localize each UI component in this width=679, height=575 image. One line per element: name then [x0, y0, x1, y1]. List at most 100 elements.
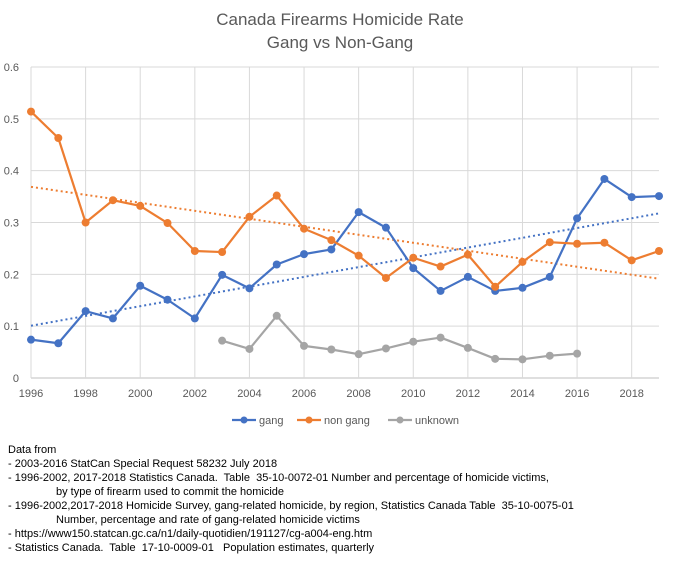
data-point-unknown [272, 311, 281, 320]
data-point-non-gang [491, 282, 500, 291]
data-point-non-gang [81, 218, 90, 227]
data-point-unknown [300, 341, 309, 350]
x-tick-label: 2016 [565, 388, 589, 400]
data-point-gang [27, 335, 35, 344]
x-tick-label: 1998 [73, 388, 97, 400]
data-point-gang [108, 314, 117, 323]
legend-label: non gang [324, 415, 370, 427]
note-line: Number, percentage and rate of gang-rela… [56, 514, 360, 526]
data-point-non-gang [218, 248, 227, 257]
legend-marker [240, 416, 248, 424]
y-tick-label: 0 [13, 373, 19, 385]
data-point-unknown [381, 344, 390, 353]
data-point-gang [81, 307, 90, 316]
chart-subtitle: Gang vs Non-Gang [267, 33, 413, 52]
y-tick-label: 0.5 [4, 114, 19, 126]
data-point-gang [545, 272, 554, 281]
data-point-gang [300, 250, 309, 259]
x-tick-label: 2018 [619, 388, 643, 400]
data-point-non-gang [245, 212, 254, 221]
legend-label: unknown [415, 415, 459, 427]
data-point-unknown [327, 345, 336, 354]
data-point-non-gang [54, 134, 63, 143]
trendline-gang [30, 212, 660, 327]
data-point-non-gang [436, 262, 445, 271]
note-line: - 1996-2002, 2017-2018 Statistics Canada… [8, 472, 549, 484]
legend-marker [396, 416, 404, 424]
data-point-gang [627, 193, 636, 202]
data-point-gang [218, 270, 227, 279]
notes-heading: Data from [8, 444, 57, 456]
data-point-gang [272, 260, 281, 269]
data-point-unknown [491, 354, 500, 363]
data-point-gang [463, 272, 472, 281]
data-point-gang [409, 264, 418, 273]
data-point-gang [600, 174, 609, 183]
data-point-gang [136, 281, 145, 290]
data-point-gang [163, 295, 172, 304]
data-point-non-gang [627, 256, 636, 265]
data-point-unknown [245, 344, 254, 353]
legend-marker [305, 416, 313, 424]
x-tick-label: 2010 [401, 388, 425, 400]
data-point-unknown [409, 337, 418, 346]
data-point-gang [245, 284, 254, 293]
data-point-unknown [573, 349, 582, 358]
data-point-gang [54, 339, 63, 348]
data-point-non-gang [327, 236, 336, 245]
x-tick-label: 2006 [292, 388, 316, 400]
y-tick-label: 0.4 [4, 166, 19, 178]
data-point-unknown [218, 336, 227, 345]
series-line-non-gang [30, 110, 660, 288]
trendline-non-gang [30, 185, 660, 280]
data-point-gang [354, 208, 363, 217]
data-point-unknown [545, 351, 554, 360]
note-line: - 2003-2016 StatCan Special Request 5823… [8, 458, 278, 470]
y-tick-label: 0.3 [4, 218, 19, 230]
chart-title: Canada Firearms Homicide Rate [216, 10, 464, 29]
data-point-unknown [436, 333, 445, 342]
data-point-non-gang [600, 238, 609, 247]
x-tick-label: 1996 [19, 388, 43, 400]
data-point-gang [381, 223, 390, 232]
data-point-non-gang [655, 247, 663, 256]
data-point-non-gang [163, 219, 172, 228]
y-tick-label: 0.1 [4, 321, 19, 333]
data-point-gang [518, 283, 527, 292]
data-point-non-gang [300, 224, 309, 233]
data-point-gang [573, 214, 582, 223]
note-line: - Statistics Canada. Table 17-10-0009-01… [8, 542, 375, 554]
data-point-non-gang [545, 238, 554, 247]
data-point-non-gang [518, 257, 527, 266]
data-point-non-gang [136, 201, 145, 210]
data-point-unknown [518, 355, 527, 364]
data-point-non-gang [272, 191, 281, 200]
data-point-non-gang [381, 273, 390, 282]
x-tick-label: 2004 [237, 388, 261, 400]
x-tick-label: 2014 [510, 388, 534, 400]
data-point-gang [655, 192, 663, 201]
data-point-gang [436, 286, 445, 295]
data-point-non-gang [190, 247, 199, 256]
note-line: - 1996-2002,2017-2018 Homicide Survey, g… [8, 500, 574, 512]
note-line: - https://www150.statcan.gc.ca/n1/daily-… [8, 528, 373, 540]
x-tick-label: 2000 [128, 388, 152, 400]
data-point-non-gang [409, 253, 418, 262]
data-point-gang [327, 245, 336, 254]
legend-label: gang [259, 415, 283, 427]
data-point-unknown [354, 350, 363, 359]
data-point-non-gang [108, 196, 117, 205]
y-tick-label: 0.6 [4, 62, 19, 74]
data-point-unknown [463, 343, 472, 352]
note-line: by type of firearm used to commit the ho… [56, 486, 285, 498]
x-tick-label: 2008 [346, 388, 370, 400]
data-point-non-gang [354, 251, 363, 260]
series-line-unknown [221, 314, 578, 361]
x-tick-label: 2012 [456, 388, 480, 400]
data-point-non-gang [463, 250, 472, 259]
x-tick-label: 2002 [183, 388, 207, 400]
series-line-gang [30, 177, 660, 345]
data-point-non-gang [27, 107, 35, 116]
